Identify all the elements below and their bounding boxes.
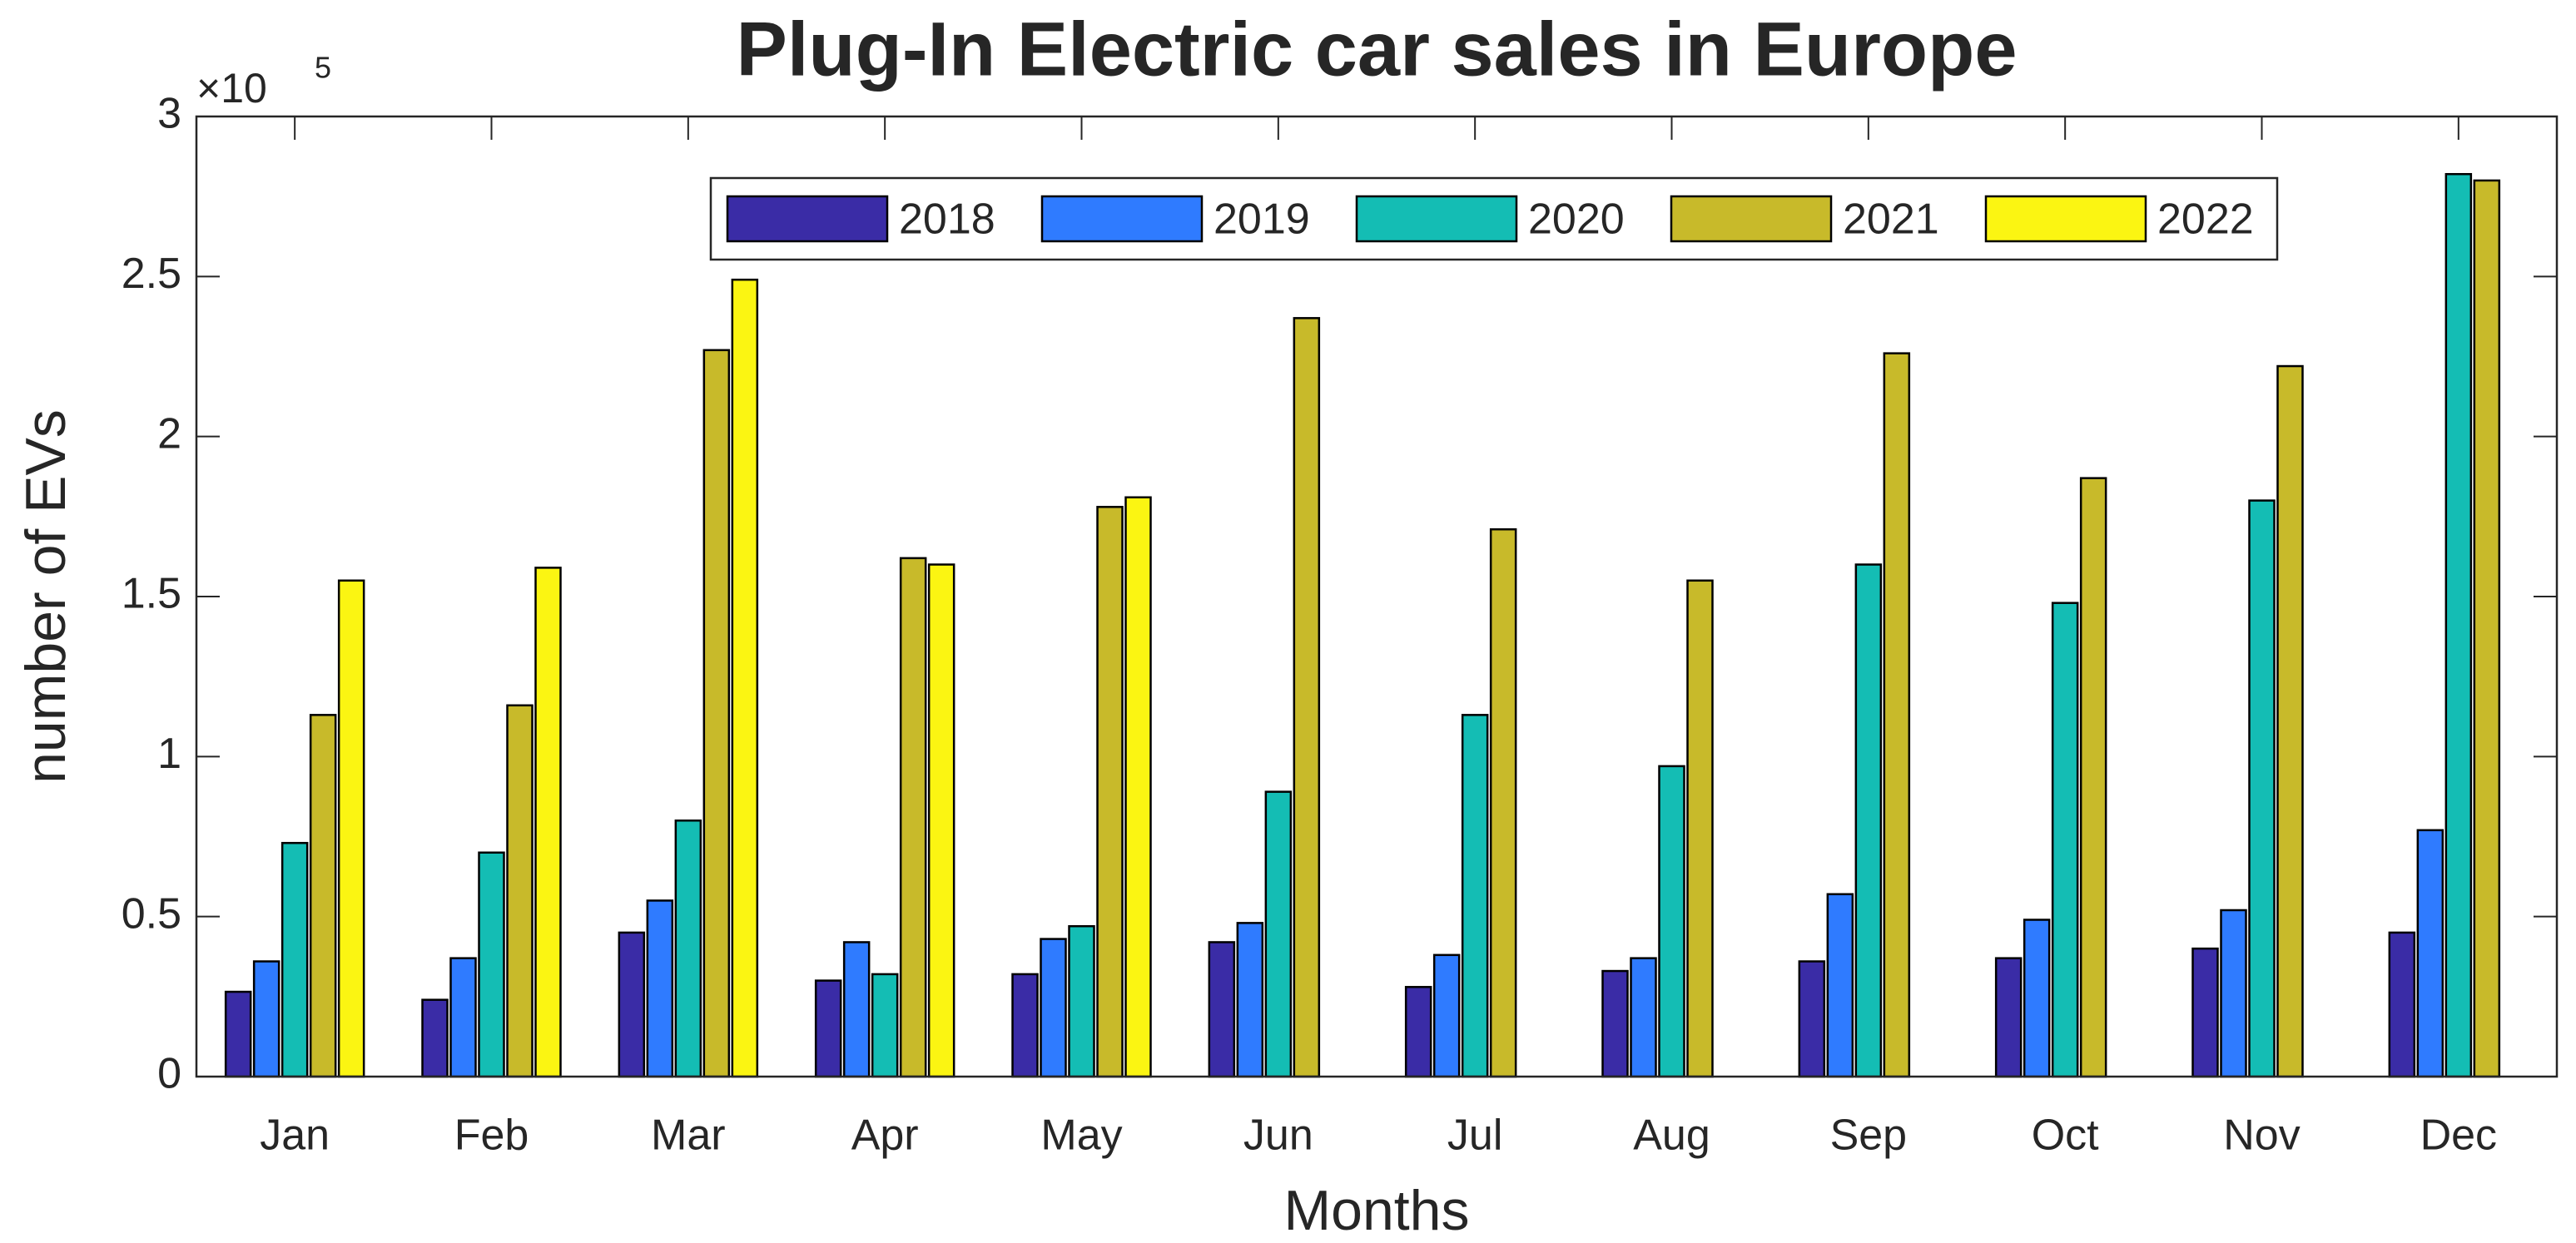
bar [1601,969,1629,1078]
bar [1854,563,1883,1078]
bar [534,567,562,1078]
bar [337,579,365,1078]
bar [224,990,252,1078]
bar [814,979,842,1078]
bar [1096,506,1124,1078]
y-tick-label: 1.5 [122,570,181,618]
bar [899,557,927,1078]
x-tick-label: Jun [1243,1112,1313,1160]
bar [1461,714,1489,1078]
bar [1658,765,1685,1078]
y-axis-label: number of EVs [14,409,77,784]
x-tick-label: Jul [1447,1112,1502,1160]
bar [1264,790,1293,1078]
y-tick-label: 2.5 [122,250,181,298]
bar [674,820,702,1078]
x-tick-label: Dec [2420,1112,2497,1160]
bar [731,278,759,1078]
bar [618,931,646,1078]
bar [309,714,337,1078]
x-tick-label: Sep [1830,1112,1908,1160]
axes-box [195,115,2559,1078]
legend-swatch [1984,195,2147,243]
bar [2276,364,2304,1078]
bar [1489,527,1517,1078]
legend-label: 2022 [2157,196,2254,244]
bar [927,563,955,1078]
x-tick-label: Nov [2223,1112,2300,1160]
bar [1432,953,1461,1078]
bar [1798,960,1826,1078]
bar [871,973,899,1078]
y-tick-label: 0.5 [122,889,181,938]
x-tick-label: Aug [1633,1112,1710,1160]
bar [2191,947,2219,1078]
bar [2416,829,2444,1078]
bar [1011,973,1039,1078]
y-tick-label: 0 [157,1050,181,1098]
bar [2051,602,2079,1078]
bar [1040,938,1067,1078]
bar [280,841,309,1078]
legend-swatch [1355,195,1518,243]
x-tick-label: Oct [2032,1112,2099,1160]
bar [1208,941,1236,1078]
bar [2444,172,2473,1078]
y-tick-label: 3 [157,90,181,138]
legend-label: 2020 [1528,196,1625,244]
bar [2220,909,2247,1078]
bar [421,998,449,1078]
legend-swatch [1040,195,1204,243]
bar [506,704,534,1078]
x-axis-label: Months [1284,1179,1470,1242]
bar [1630,957,1657,1078]
x-tick-label: May [1040,1112,1122,1160]
bar [252,960,280,1078]
x-tick-label: Mar [651,1112,726,1160]
legend-swatch [726,195,889,243]
bar [702,349,731,1078]
bar [449,957,477,1078]
bar [2079,477,2107,1078]
bar [1068,924,1095,1078]
y-multiplier-exponent: 5 [315,51,331,85]
bar [2248,499,2276,1078]
y-multiplier: ×10 [196,65,267,111]
bar [1686,579,1714,1078]
bar [1404,986,1432,1078]
bar [2473,179,2501,1078]
bar [2023,919,2051,1078]
x-tick-label: Apr [851,1112,919,1160]
bar [1826,893,1854,1078]
legend-label: 2018 [899,196,995,244]
legend-swatch [1670,195,1833,243]
bar [1994,957,2023,1078]
bar [1883,352,1911,1078]
y-tick-label: 2 [157,409,181,458]
x-tick-label: Jan [260,1112,330,1160]
y-tick-label: 1 [157,730,181,778]
chart-title: Plug-In Electric car sales in Europe [737,7,2018,92]
bar [1236,922,1264,1078]
legend-label: 2019 [1214,196,1310,244]
bar [646,899,674,1078]
x-tick-label: Feb [454,1112,529,1160]
bar [1124,496,1152,1078]
bar [2388,931,2416,1078]
bar [842,941,871,1078]
bar [478,851,505,1078]
bar [1293,317,1321,1078]
legend-label: 2021 [1843,196,1939,244]
